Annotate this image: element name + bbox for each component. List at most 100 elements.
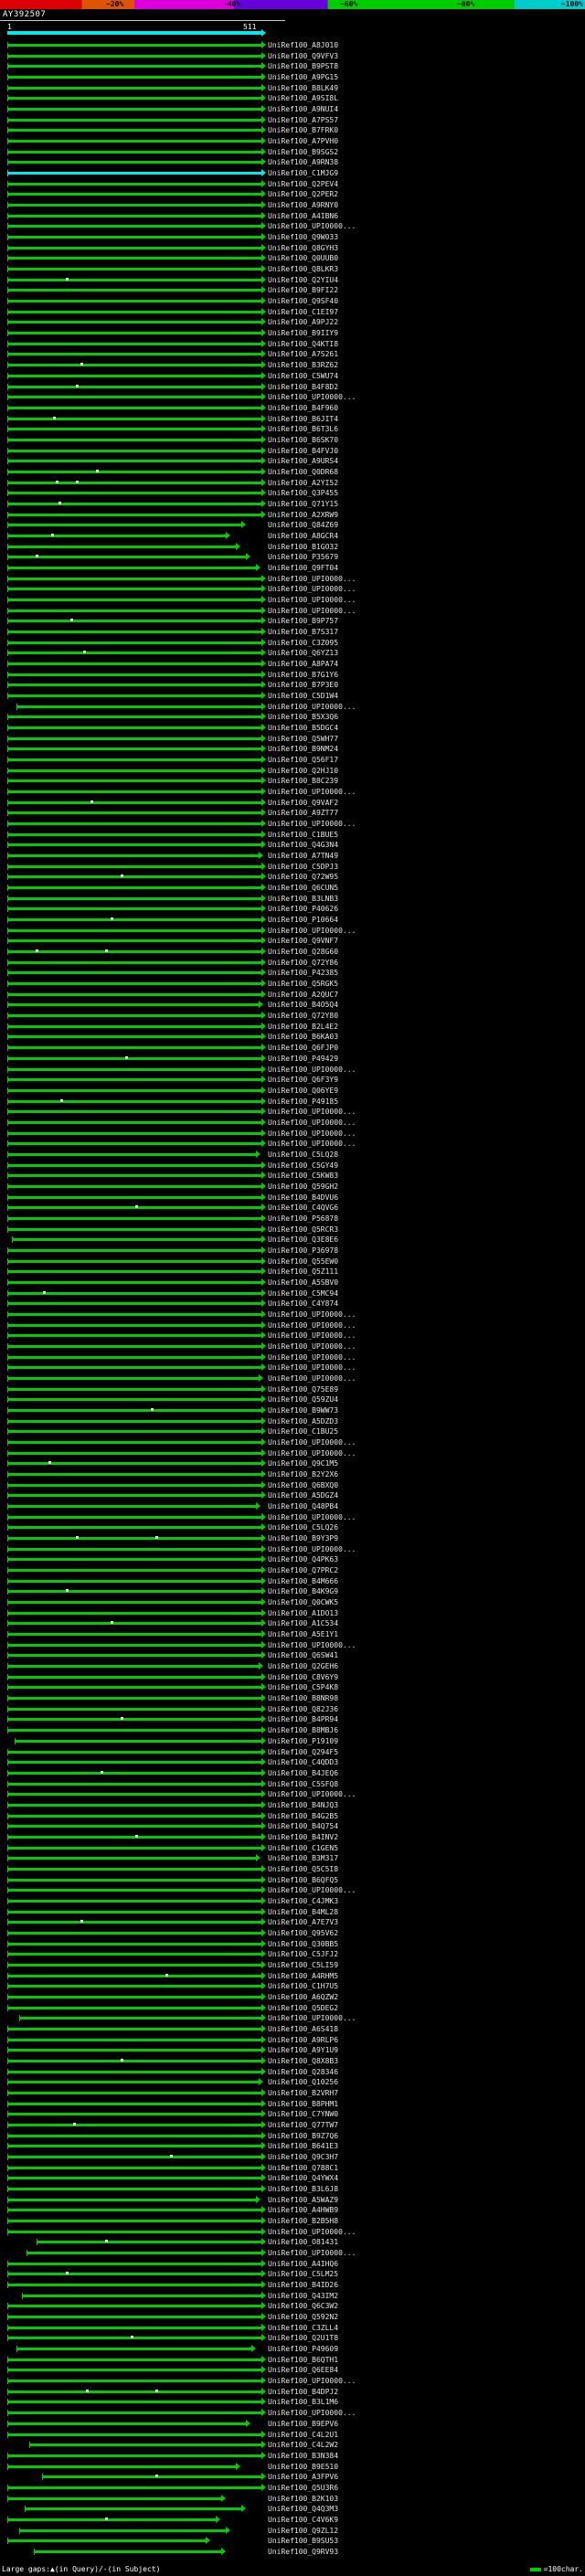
hit-alignment-bar[interactable] [7,76,261,80]
hit-alignment-bar[interactable] [7,2177,261,2180]
hit-alignment-bar[interactable] [7,278,261,281]
hit-alignment-bar[interactable] [7,1985,261,1988]
hit-alignment-bar[interactable] [28,2443,261,2447]
hit-alignment-bar[interactable] [16,705,261,708]
hit-alignment-bar[interactable] [41,2475,261,2479]
hit-alignment-bar[interactable] [7,2059,261,2062]
hit-alignment-bar[interactable] [7,1505,256,1509]
hit-alignment-bar[interactable] [7,907,261,911]
hit-alignment-bar[interactable] [7,875,261,879]
hit-alignment-bar[interactable] [7,1003,259,1007]
hit-alignment-bar[interactable] [7,1473,261,1477]
hit-alignment-bar[interactable] [7,1120,261,1124]
hit-alignment-bar[interactable] [7,1878,261,1882]
hit-alignment-bar[interactable] [7,2454,261,2457]
hit-alignment-bar[interactable] [7,1088,261,1092]
hit-alignment-bar[interactable] [7,630,261,633]
hit-alignment-bar[interactable] [7,843,261,847]
hit-alignment-bar[interactable] [7,2156,261,2159]
hit-alignment-bar[interactable] [7,1035,261,1039]
hit-alignment-bar[interactable] [7,1558,261,1562]
hit-alignment-bar[interactable] [7,1963,261,1966]
hit-alignment-bar[interactable] [7,1067,261,1071]
hit-alignment-bar[interactable] [7,1537,261,1541]
hit-alignment-bar[interactable] [7,1451,261,1455]
hit-alignment-bar[interactable] [19,2017,261,2020]
hit-alignment-bar[interactable] [7,2070,261,2073]
hit-alignment-bar[interactable] [7,1483,261,1487]
hit-alignment-bar[interactable] [7,502,261,505]
hit-alignment-bar[interactable] [7,1046,261,1050]
hit-alignment-bar[interactable] [7,1622,261,1626]
hit-alignment-bar[interactable] [7,417,261,420]
hit-alignment-bar[interactable] [7,588,261,591]
hit-alignment-bar[interactable] [7,1611,261,1615]
hit-alignment-bar[interactable] [7,342,261,345]
hit-alignment-bar[interactable] [7,1131,261,1135]
hit-alignment-bar[interactable] [7,2006,261,2009]
hit-alignment-bar[interactable] [19,2528,227,2532]
hit-alignment-bar[interactable] [7,939,261,943]
hit-alignment-bar[interactable] [7,1867,261,1871]
hit-alignment-bar[interactable] [7,2124,261,2127]
hit-alignment-bar[interactable] [7,1248,261,1252]
hit-alignment-bar[interactable] [7,2380,261,2383]
hit-alignment-bar[interactable] [27,2252,261,2255]
hit-alignment-bar[interactable] [7,2358,261,2361]
hit-alignment-bar[interactable] [7,1462,261,1466]
hit-alignment-bar[interactable] [7,1654,261,1658]
hit-alignment-bar[interactable] [7,2316,261,2319]
hit-alignment-bar[interactable] [7,1707,261,1711]
hit-alignment-bar[interactable] [7,1376,259,1380]
hit-alignment-bar[interactable] [7,1280,261,1284]
hit-alignment-bar[interactable] [7,2273,261,2276]
hit-alignment-bar[interactable] [7,662,261,665]
hit-alignment-bar[interactable] [7,2145,261,2148]
hit-alignment-bar[interactable] [7,2188,261,2191]
hit-alignment-bar[interactable] [7,364,261,367]
hit-alignment-bar[interactable] [7,790,261,794]
hit-alignment-bar[interactable] [7,225,261,228]
hit-alignment-bar[interactable] [7,204,261,207]
hit-alignment-bar[interactable] [7,1344,261,1348]
hit-alignment-bar[interactable] [7,310,261,313]
hit-alignment-bar[interactable] [7,1184,261,1188]
hit-alignment-bar[interactable] [7,1931,261,1935]
hit-alignment-bar[interactable] [7,182,261,186]
hit-alignment-bar[interactable] [7,2134,261,2137]
hit-alignment-bar[interactable] [7,492,261,495]
hit-alignment-bar[interactable] [7,513,261,516]
hit-alignment-bar[interactable] [7,1814,261,1818]
hit-alignment-bar[interactable] [7,1782,261,1786]
hit-alignment-bar[interactable] [7,1227,261,1231]
hit-alignment-bar[interactable] [7,1825,261,1829]
hit-alignment-bar[interactable] [7,2422,247,2425]
hit-alignment-bar[interactable] [7,545,237,548]
hit-alignment-bar[interactable] [7,1259,261,1263]
hit-alignment-bar[interactable] [7,1174,261,1178]
hit-alignment-bar[interactable] [7,172,261,175]
hit-alignment-bar[interactable] [7,1889,261,1892]
hit-alignment-bar[interactable] [7,1430,261,1434]
hit-alignment-bar[interactable] [7,289,261,292]
hit-alignment-bar[interactable] [7,1387,261,1391]
hit-alignment-bar[interactable] [7,864,261,868]
hit-alignment-bar[interactable] [7,641,261,644]
hit-alignment-bar[interactable] [7,779,261,783]
hit-alignment-bar[interactable] [7,950,261,954]
hit-alignment-bar[interactable] [11,1238,261,1242]
hit-alignment-bar[interactable] [7,556,247,559]
hit-alignment-bar[interactable] [7,1921,261,1924]
hit-alignment-bar[interactable] [7,193,261,196]
hit-alignment-bar[interactable] [7,1718,261,1722]
hit-alignment-bar[interactable] [7,1803,261,1807]
hit-alignment-bar[interactable] [7,353,261,356]
hit-alignment-bar[interactable] [7,982,261,986]
hit-alignment-bar[interactable] [7,1899,261,1903]
hit-alignment-bar[interactable] [7,1099,261,1103]
hit-alignment-bar[interactable] [7,1665,259,1669]
hit-alignment-bar[interactable] [7,1334,261,1338]
hit-alignment-bar[interactable] [7,54,261,58]
hit-alignment-bar[interactable] [7,1515,261,1519]
hit-alignment-bar[interactable] [7,694,261,697]
